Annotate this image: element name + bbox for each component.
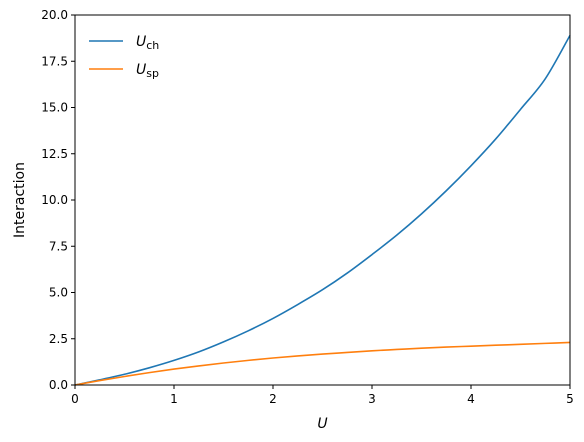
x-tick-label: 5 <box>566 392 574 406</box>
y-tick-label: 2.5 <box>49 332 68 346</box>
y-tick-label: 20.0 <box>41 8 68 22</box>
series-line-sp <box>74 341 571 386</box>
y-tick-label: 17.5 <box>41 54 68 68</box>
series-layer <box>74 34 571 386</box>
x-axis-label: U <box>317 416 327 432</box>
x-tick-label: 1 <box>170 392 178 406</box>
y-tick-label: 10.0 <box>41 193 68 207</box>
y-axis-label: Interaction <box>12 162 28 238</box>
legend-label-sp: Usp <box>136 62 159 80</box>
legend-label-sub: sp <box>146 67 159 80</box>
x-tick-label: 2 <box>269 392 277 406</box>
legend-label-ch: Uch <box>136 34 159 52</box>
y-axis-ticks: 0.0 2.5 5.0 7.5 10.0 12.5 15.0 17.5 20.0 <box>41 8 75 392</box>
legend-label-main: U <box>136 62 146 78</box>
legend-label-sub: ch <box>146 39 159 52</box>
y-tick-label: 7.5 <box>49 239 68 253</box>
y-tick-label: 5.0 <box>49 286 68 300</box>
x-axis-ticks: 0 1 2 3 4 5 <box>71 385 574 406</box>
series-line-ch <box>74 34 571 386</box>
x-tick-label: 0 <box>71 392 79 406</box>
x-tick-label: 3 <box>368 392 376 406</box>
x-tick-label: 4 <box>467 392 475 406</box>
legend-label-main: U <box>136 34 146 50</box>
y-tick-label: 0.0 <box>49 378 68 392</box>
y-tick-label: 12.5 <box>41 147 68 161</box>
y-tick-label: 15.0 <box>41 101 68 115</box>
